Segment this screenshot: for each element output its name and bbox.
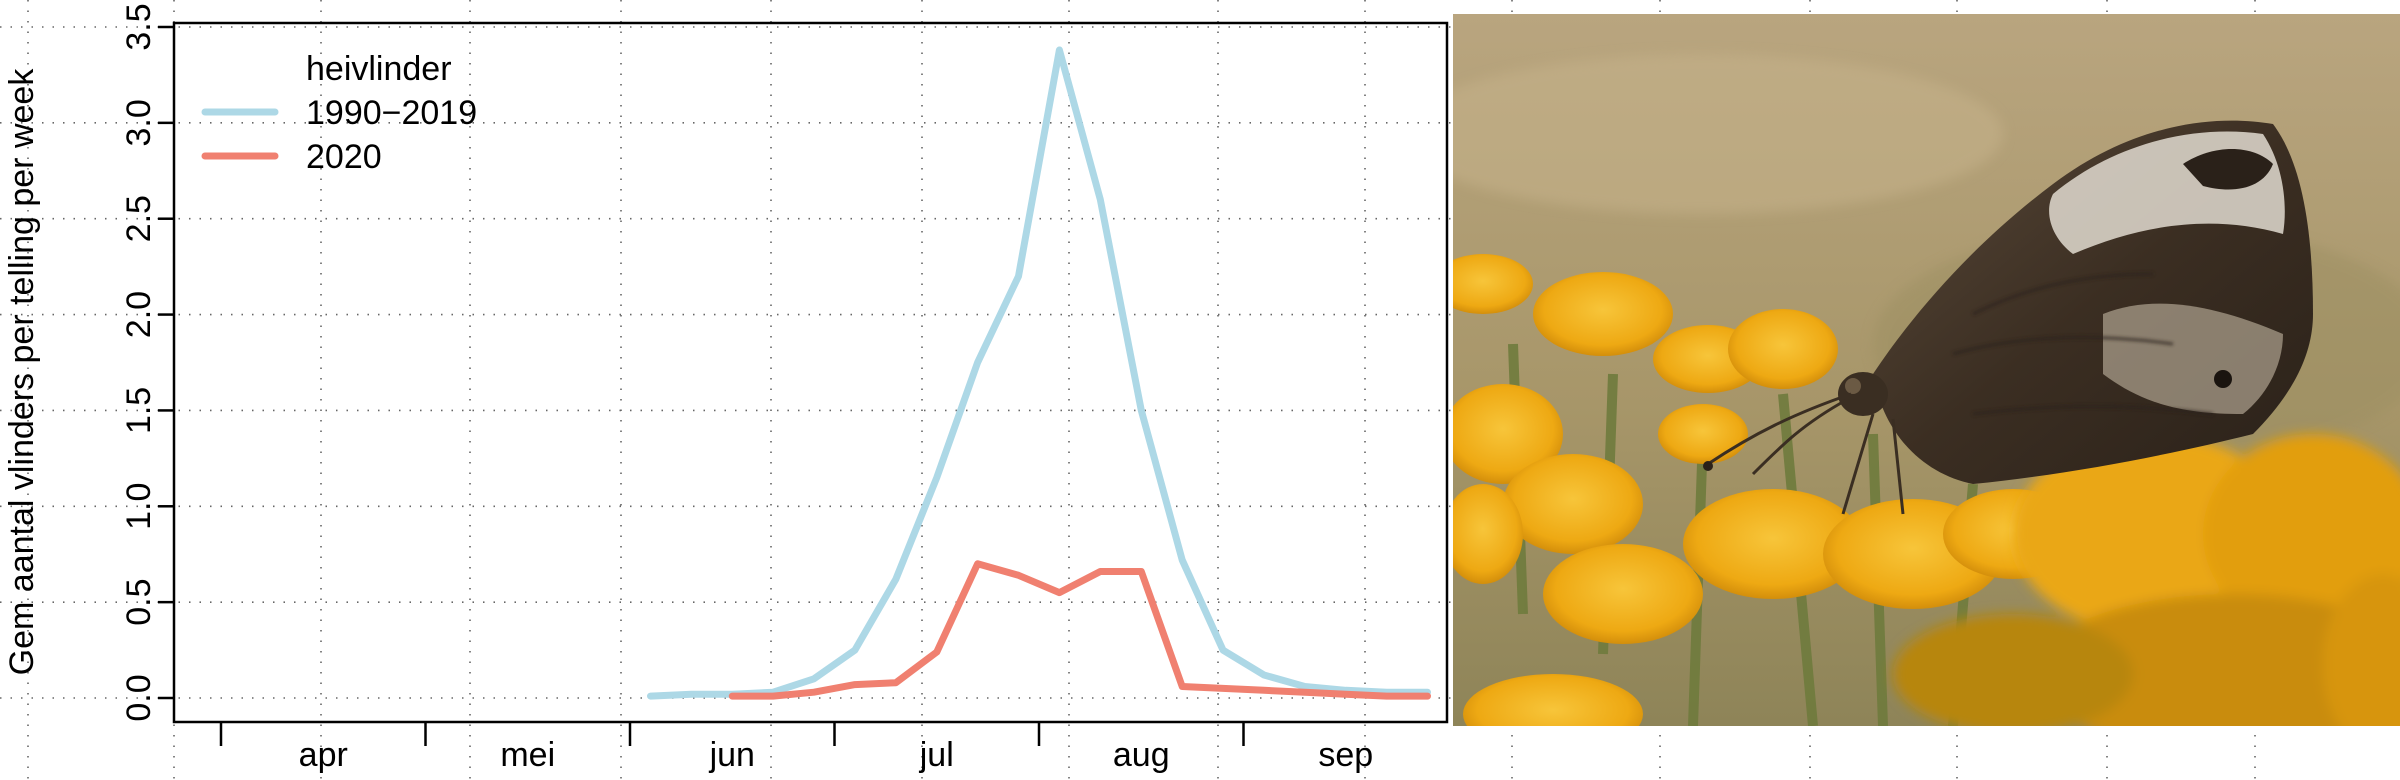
- x-month-label-jul: jul: [919, 736, 954, 774]
- y-tick-label-6: 3.0: [120, 99, 158, 146]
- legend: heivlinder 1990−2019 2020: [201, 50, 477, 176]
- y-axis-title: Gem aantal vlinders per telling per week: [3, 68, 41, 676]
- grayling-butterfly-on-tansy-photo-icon: [1453, 14, 2400, 726]
- x-month-label-aug: aug: [1113, 736, 1170, 774]
- butterfly-icon: [1703, 120, 2313, 515]
- y-tick-label-4: 2.0: [120, 291, 158, 338]
- y-tick-label-1: 0.5: [120, 579, 158, 626]
- y-tick-label-0: 0.0: [120, 674, 158, 721]
- y-tick-label-7: 3.5: [120, 3, 158, 50]
- x-axis: apr mei jun jul aug sep: [219, 722, 1373, 774]
- grayling-butterfly-photo: [1453, 14, 2400, 726]
- y-tick-label-5: 2.5: [120, 195, 158, 242]
- series-line-1: [728, 560, 1431, 700]
- series-lines: [647, 46, 1431, 700]
- legend-label-0: 1990−2019: [306, 94, 477, 132]
- plot-frame: [172, 21, 1449, 724]
- y-axis: 0.0 0.5 1.0 1.5 2.0 2.5 3.0 3.5: [120, 3, 174, 722]
- x-month-label-jun: jun: [709, 736, 755, 774]
- x-month-label-sep: sep: [1318, 736, 1373, 774]
- legend-title: heivlinder: [306, 50, 452, 88]
- x-month-label-apr: apr: [299, 736, 348, 774]
- y-tick-label-2: 1.0: [120, 483, 158, 530]
- y-tick-label-3: 1.5: [120, 387, 158, 434]
- x-month-label-mei: mei: [500, 736, 555, 774]
- series-line-0: [647, 46, 1431, 700]
- legend-label-1: 2020: [306, 138, 382, 176]
